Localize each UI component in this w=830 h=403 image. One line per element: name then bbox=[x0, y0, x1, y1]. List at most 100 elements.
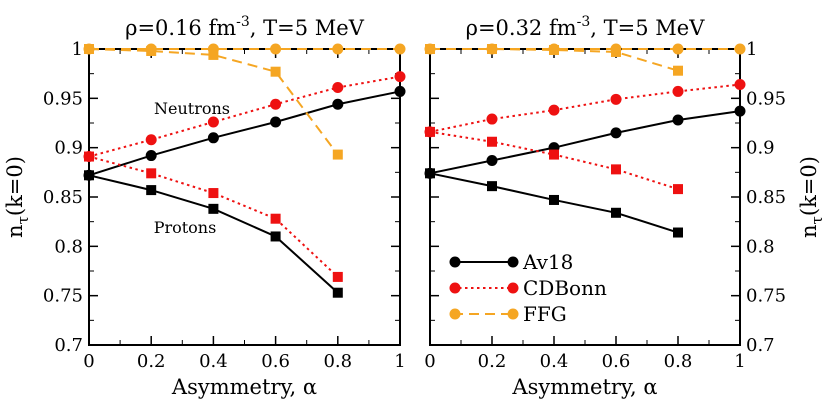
x-tick-label: 0.6 bbox=[261, 351, 290, 372]
data-point bbox=[394, 85, 406, 97]
legend-marker bbox=[449, 256, 461, 268]
x-tick-label: 0.4 bbox=[199, 351, 228, 372]
y-tick-label: 0.8 bbox=[746, 236, 775, 257]
y-tick-label: 0.9 bbox=[54, 138, 83, 159]
legend-label: Av18 bbox=[522, 250, 573, 274]
plot-frame bbox=[429, 48, 741, 346]
panel-title: ρ=0.16 fm-3, T=5 MeV bbox=[125, 14, 365, 40]
series-cdbonn-protons bbox=[425, 126, 683, 195]
legend-item-ffg: FFG bbox=[449, 302, 567, 326]
data-point bbox=[734, 105, 746, 117]
y-tick-label: 0.95 bbox=[746, 88, 786, 109]
x-axis-label: Asymmetry, α bbox=[171, 375, 317, 399]
series-line bbox=[88, 48, 339, 156]
series-cdbonn-neutrons bbox=[83, 71, 406, 163]
data-point bbox=[549, 194, 559, 205]
y-tick-label: 0.9 bbox=[746, 138, 775, 159]
data-point bbox=[332, 98, 344, 110]
data-point bbox=[487, 44, 497, 54]
legend-label: FFG bbox=[523, 302, 567, 326]
series-av18-neutrons bbox=[424, 105, 746, 179]
data-point bbox=[332, 149, 343, 160]
data-point bbox=[84, 151, 94, 162]
data-point bbox=[549, 44, 559, 55]
data-point bbox=[425, 168, 435, 179]
data-point bbox=[425, 44, 435, 54]
y-axis-label: nτ(k=0) bbox=[797, 156, 826, 238]
data-point bbox=[208, 203, 219, 214]
data-point bbox=[673, 227, 683, 238]
y-tick-label: 0.8 bbox=[54, 236, 83, 257]
data-point bbox=[270, 43, 282, 55]
data-point bbox=[611, 207, 621, 218]
data-point bbox=[146, 168, 157, 179]
x-tick-label: 0 bbox=[83, 351, 94, 372]
x-tick-label: 1 bbox=[734, 351, 745, 372]
panel-2: 0 0.2 0.4 0.6 0.8 10.70.750.80.850.90.951ρ=0.… bbox=[424, 14, 826, 399]
plot-frame bbox=[88, 48, 401, 346]
series-av18-protons bbox=[84, 170, 343, 298]
x-tick-label: 1 bbox=[394, 351, 405, 372]
x-tick-label: 0.2 bbox=[478, 351, 507, 372]
data-point bbox=[84, 44, 94, 54]
data-point bbox=[487, 181, 497, 192]
data-point bbox=[145, 150, 157, 162]
data-point bbox=[207, 116, 219, 128]
series-line bbox=[88, 155, 339, 278]
data-point bbox=[672, 43, 684, 55]
series-av18-protons bbox=[425, 168, 683, 238]
data-point bbox=[486, 154, 498, 166]
x-axis-label: Asymmetry, α bbox=[511, 375, 657, 399]
data-point bbox=[673, 65, 683, 76]
legend-marker bbox=[449, 308, 461, 320]
x-tick-label: 0.4 bbox=[540, 351, 569, 372]
data-point bbox=[208, 49, 219, 60]
y-tick-label: 0.75 bbox=[43, 286, 83, 307]
legend-marker bbox=[449, 282, 461, 294]
data-point bbox=[145, 134, 157, 146]
data-point bbox=[610, 93, 622, 105]
legend-marker bbox=[507, 308, 519, 320]
y-tick-label: 0.7 bbox=[746, 335, 775, 356]
series-line bbox=[429, 110, 741, 175]
data-point bbox=[549, 149, 559, 160]
x-tick-label: 0 bbox=[424, 351, 435, 372]
data-point bbox=[270, 231, 281, 242]
data-point bbox=[734, 79, 746, 91]
data-point bbox=[394, 71, 406, 83]
panel-title: ρ=0.32 fm-3, T=5 MeV bbox=[466, 14, 706, 40]
panel-1: 0 0.2 0.4 0.6 0.8 1 0.7 0.75 0.8 0.85 0.9 0.95 1 ρ=0.… bbox=[3, 14, 406, 399]
series-av18-neutrons bbox=[83, 85, 406, 181]
data-point bbox=[208, 188, 219, 199]
data-point bbox=[270, 116, 282, 128]
y-tick-label: 1 bbox=[72, 39, 83, 60]
data-point bbox=[734, 43, 746, 55]
data-point bbox=[394, 43, 406, 55]
series-line bbox=[88, 75, 401, 158]
data-point bbox=[332, 287, 343, 298]
y-tick-label: 1 bbox=[746, 39, 757, 60]
data-point bbox=[270, 66, 281, 77]
data-point bbox=[332, 81, 344, 93]
series-line bbox=[429, 83, 741, 133]
data-point bbox=[611, 164, 621, 175]
series-ffg-protons bbox=[425, 44, 683, 76]
x-tick-label: 0.8 bbox=[323, 351, 352, 372]
x-tick-label: 0.8 bbox=[664, 351, 693, 372]
annotation-protons: Protons bbox=[154, 218, 217, 237]
y-tick-label: 0.75 bbox=[746, 286, 786, 307]
legend-item-cdbonn: CDBonn bbox=[449, 276, 607, 300]
data-point bbox=[611, 46, 621, 57]
data-point bbox=[146, 185, 157, 196]
data-point bbox=[270, 213, 281, 224]
y-axis-label: nτ(k=0) bbox=[3, 156, 32, 238]
data-point bbox=[548, 104, 560, 116]
series-line bbox=[430, 48, 679, 72]
data-point bbox=[425, 126, 435, 137]
data-point bbox=[486, 113, 498, 125]
data-point bbox=[146, 45, 157, 56]
series-ffg-protons bbox=[84, 44, 343, 160]
series-cdbonn-protons bbox=[84, 151, 343, 282]
y-tick-label: 0.7 bbox=[54, 335, 83, 356]
